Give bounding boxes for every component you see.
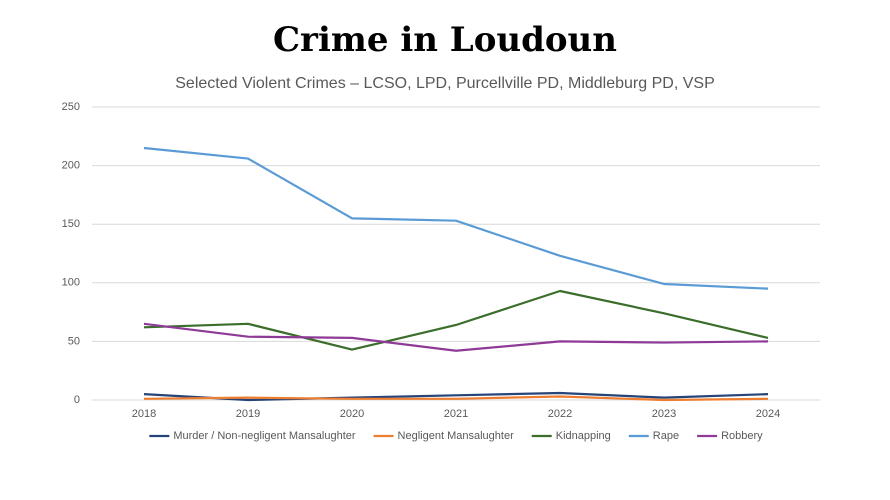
legend-label: Kidnapping [556,430,611,442]
series-line [143,289,769,351]
chart-title: Crime in Loudoun [273,20,617,60]
chart-subtitle: Selected Violent Crimes – LCSO, LPD, Pur… [175,75,714,92]
series-line [143,322,769,352]
y-tick-label: 250 [62,101,80,113]
x-tick-label: 2019 [236,408,260,420]
legend-label: Negligent Mansalughter [398,430,515,442]
x-tick-label: 2024 [756,408,780,420]
series-line [143,395,769,402]
x-tick-label: 2022 [548,408,572,420]
series-line [143,146,769,290]
series-line [143,391,769,402]
x-tick-label: 2018 [132,408,156,420]
y-tick-label: 100 [62,277,80,289]
legend-label: Murder / Non-negligent Mansalughter [173,430,356,442]
x-tick-label: 2020 [340,408,364,420]
legend-label: Robbery [721,430,763,442]
legend: Murder / Non-negligent Mansalughter Negli… [149,430,763,442]
y-tick-label: 0 [74,394,80,406]
legend-label: Rape [653,430,679,442]
x-tick-label: 2021 [444,408,468,420]
y-tick-label: 50 [68,335,80,347]
y-tick-label: 150 [62,218,80,230]
x-tick-label: 2023 [652,408,676,420]
y-tick-label: 200 [62,160,80,172]
